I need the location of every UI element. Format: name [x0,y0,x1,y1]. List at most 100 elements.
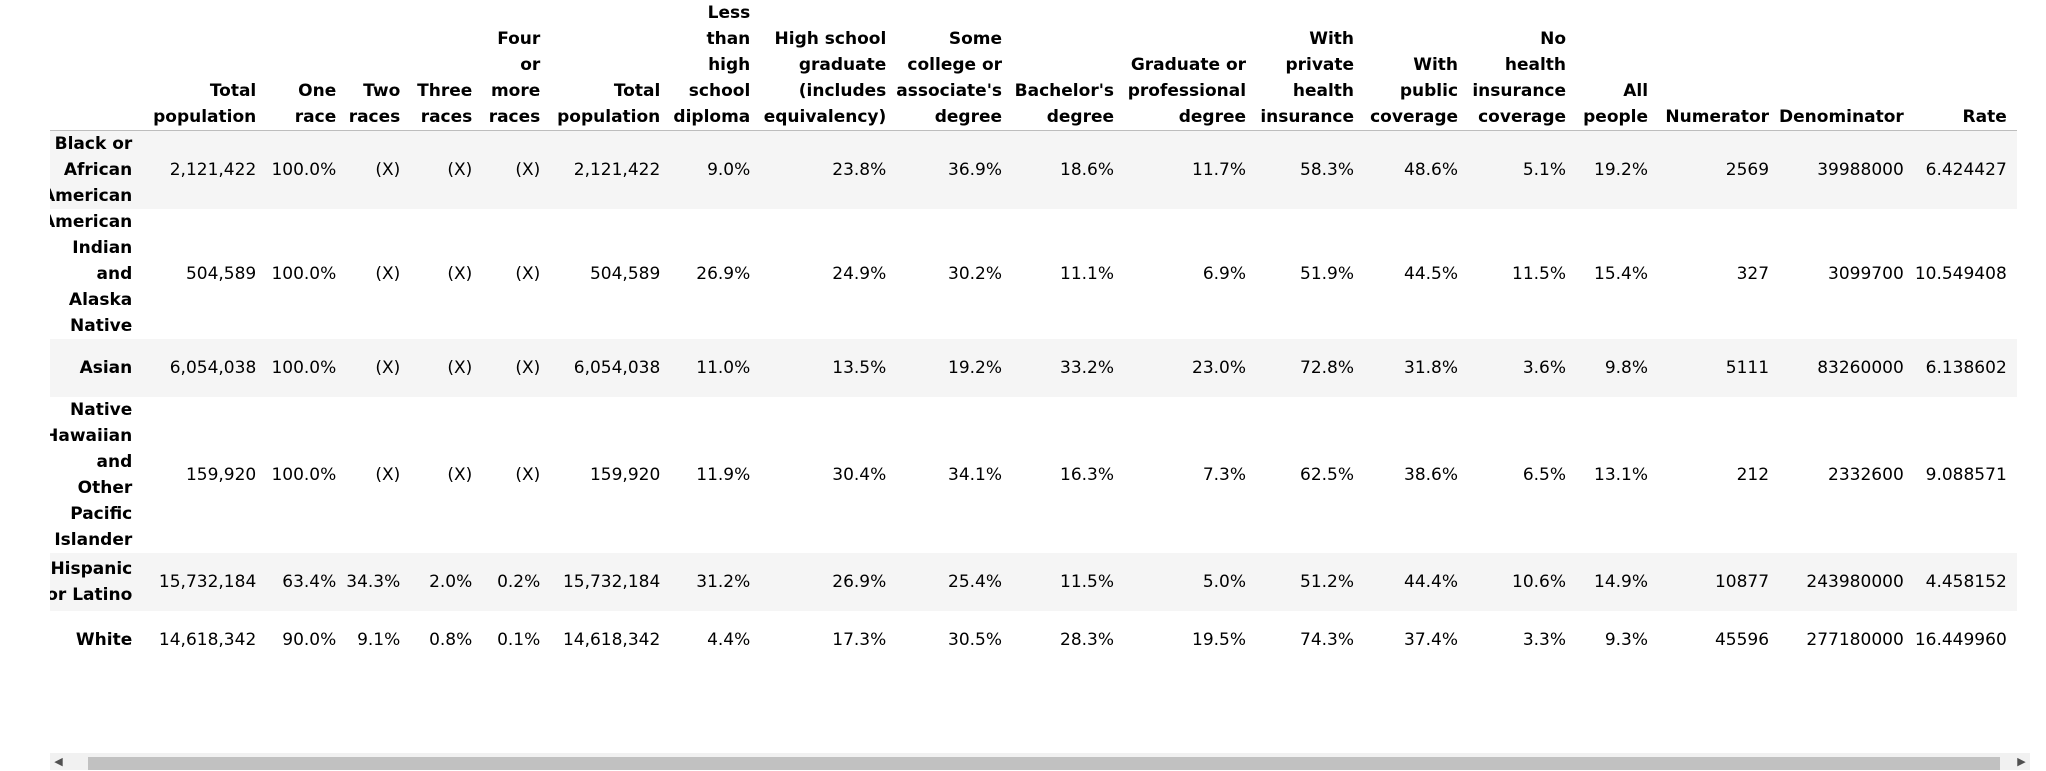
table-cell: 100.0% [271,358,337,378]
row-label: White [50,611,142,669]
row-label-line: or Latino [50,585,133,605]
table-cell: 19.2% [948,358,1003,378]
table-cell: 13.5% [832,358,887,378]
table-cell: 63.4% [282,572,337,592]
column-header: No health insurance coverage [1468,0,1577,131]
row-label-line: Hawaiian [50,426,133,446]
header-line: Four [497,29,541,49]
table-cell: 34.3% [346,572,401,592]
horizontal-scrollbar[interactable]: ◀ ▶ [50,753,2030,770]
header-line: With [1413,55,1459,75]
table-cell: 16.3% [1060,465,1115,485]
table-cell: 18.6% [1060,160,1115,180]
table-cell: 504,589 [589,264,661,284]
table-cell: 11.5% [1060,572,1115,592]
table-cell: 19.2% [1594,160,1649,180]
table-cell: 58.3% [1300,160,1355,180]
column-header: High school graduate (includes equivalency) [760,0,897,131]
table-cell: 44.5% [1404,264,1459,284]
header-line: Three [417,81,473,101]
table-cell: (X) [447,465,473,485]
table-cell: 30.5% [948,630,1003,650]
table-cell: (X) [515,160,541,180]
row-label-line: White [75,630,133,650]
table-cell: 3.6% [1522,358,1567,378]
header-line: professional [1127,81,1247,101]
table-cell: 30.4% [832,465,887,485]
table-cell: (X) [447,160,473,180]
table-cell: 28.3% [1060,630,1115,650]
table-cell: (X) [375,465,401,485]
row-label-line: Islander [54,530,133,550]
table-cell: 14,618,342 [158,630,257,650]
table-cell: 62.5% [1300,465,1355,485]
table-cell: 17.3% [832,630,887,650]
table-cell: 51.2% [1300,572,1355,592]
table-cell: (X) [515,465,541,485]
table-cell: 327 [1736,264,1770,284]
table-cell: 15.4% [1594,264,1649,284]
table-cell: 11.7% [1192,160,1247,180]
table-cell: 2.0% [429,572,473,592]
table-cell: 34.1% [948,465,1003,485]
table-cell: 100.0% [271,264,337,284]
row-label-line: Alaska [68,290,133,310]
table-cell: 3099700 [1828,264,1904,284]
header-line: High school [774,29,887,49]
header-line: Total [613,81,661,101]
table-cell: 11.1% [1060,264,1115,284]
table-cell: 4.458152 [1925,572,2007,592]
table-row: Asian 6,054,038 100.0% (X) (X) (X) 6,054,038 11… [50,339,2017,397]
table-cell: 0.8% [429,630,473,650]
table-cell: 504,589 [185,264,257,284]
header-line: Total [209,81,257,101]
table-cell: 159,920 [185,465,257,485]
table-cell: 6.138602 [1925,358,2007,378]
header-line: degree [1046,107,1115,127]
dataframe-viewport[interactable]: Total population One race Two races Three races… [50,0,2030,740]
header-row: Total population One race Two races Three races… [50,0,2017,131]
row-label-line: Black or [54,134,133,154]
row-label-line: Other [77,478,133,498]
row-label-line: Hispanic [50,559,133,579]
table-cell: (X) [515,264,541,284]
table-cell: 37.4% [1404,630,1459,650]
header-line: (includes [798,81,887,101]
row-label-line: American [50,186,133,206]
header-line: insurance [1260,107,1355,127]
table-cell: 25.4% [948,572,1003,592]
table-cell: 9.3% [1604,630,1649,650]
table-header: Total population One race Two races Three races… [50,0,2017,131]
table-cell: 15,732,184 [158,572,257,592]
table-cell: 243980000 [1806,572,1904,592]
header-line: Numerator [1665,107,1770,127]
table-cell: 6,054,038 [573,358,661,378]
table-cell: 11.5% [1512,264,1567,284]
table-body: Black or African American 2,121,422 100.0% (X… [50,130,2017,669]
row-label-line: African [63,160,133,180]
scroll-left-icon[interactable]: ◀ [54,755,63,768]
header-line: Bachelor's [1014,81,1115,101]
table-cell: 11.0% [696,358,751,378]
table-cell: 7.3% [1202,465,1247,485]
scrollbar-thumb[interactable] [88,757,2000,770]
header-line: races [420,107,473,127]
table-cell: 0.2% [497,572,541,592]
header-line: college or [907,55,1003,75]
table-cell: 19.5% [1192,630,1247,650]
row-label-line: Pacific [70,504,133,524]
column-header: Denominator [1779,0,1914,131]
table-cell: 13.1% [1594,465,1649,485]
scroll-right-icon[interactable]: ▶ [2017,755,2026,768]
column-header: Bachelor's degree [1012,0,1125,131]
table-cell: 212 [1736,465,1770,485]
table-cell: 10.549408 [1914,264,2007,284]
header-line: graduate [798,55,887,75]
row-label-line: and [96,264,133,284]
table-cell: (X) [375,358,401,378]
table-cell: 6,054,038 [169,358,257,378]
dataframe-table: Total population One race Two races Three races… [50,0,2017,669]
table-row: American Indian and Alaska Native 504,589 100.… [50,209,2017,339]
table-cell: 33.2% [1060,358,1115,378]
table-cell: 2,121,422 [169,160,257,180]
